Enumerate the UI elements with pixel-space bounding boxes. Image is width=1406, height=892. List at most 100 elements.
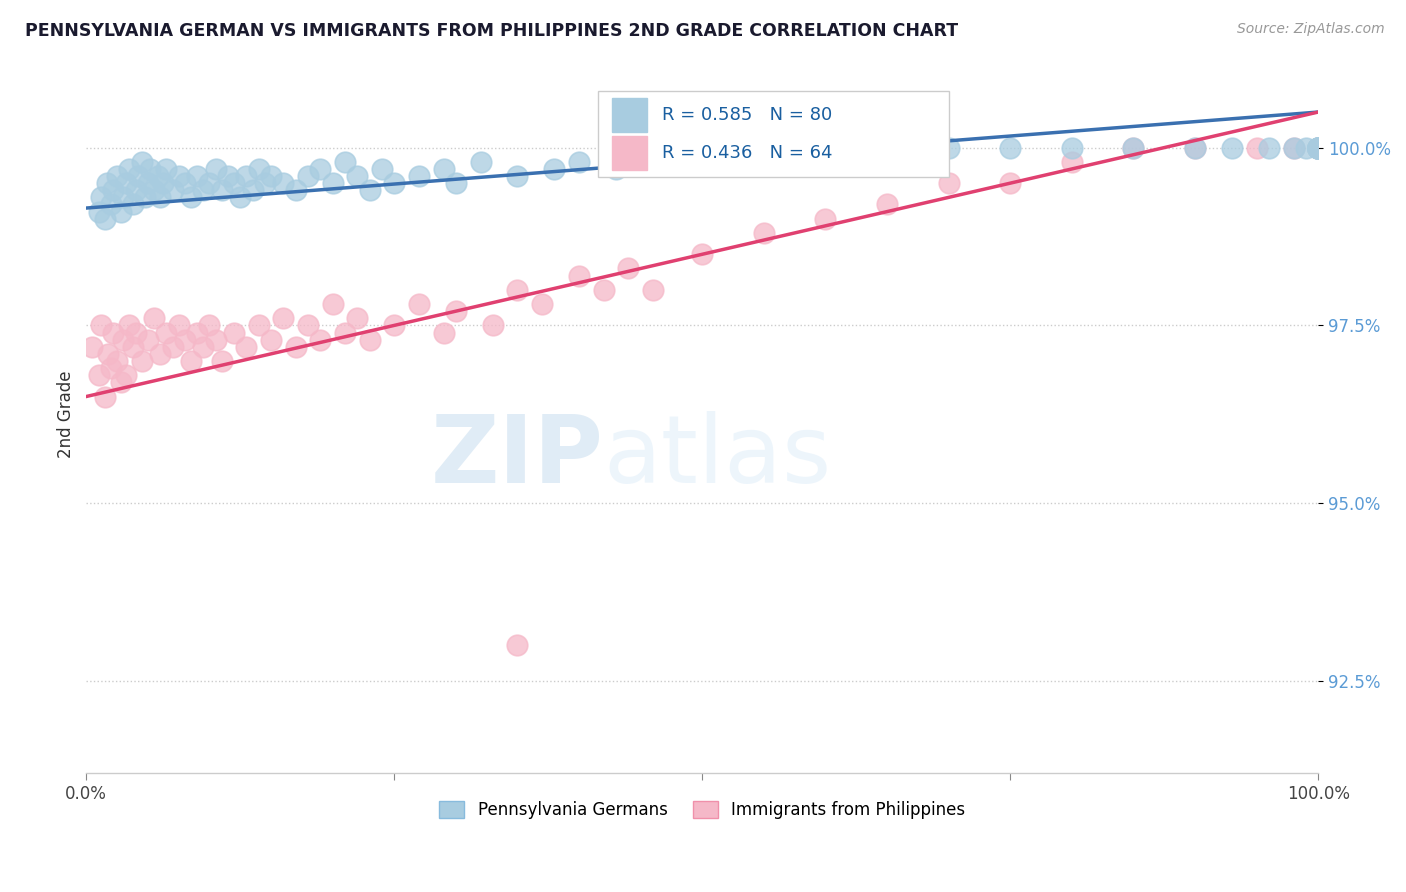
Point (1000, 140, 1022, 154)
Point (1308, 140, 1330, 154)
Legend: Pennsylvania Germans, Immigrants from Philippines: Pennsylvania Germans, Immigrants from Ph… (433, 795, 972, 826)
Point (198, 318, 221, 333)
Text: R = 0.585   N = 80: R = 0.585 N = 80 (662, 106, 832, 124)
Point (408, 297, 430, 311)
Point (284, 183, 307, 197)
FancyBboxPatch shape (613, 136, 647, 170)
Point (297, 318, 319, 333)
Point (134, 190, 156, 204)
Point (124, 326, 146, 340)
Point (180, 354, 202, 368)
Point (224, 326, 246, 340)
Point (105, 354, 128, 368)
Point (167, 169, 190, 183)
Point (876, 197, 898, 211)
Point (605, 161, 627, 176)
Point (122, 197, 145, 211)
Point (938, 140, 960, 154)
Point (1060, 154, 1083, 169)
Text: R = 0.436   N = 64: R = 0.436 N = 64 (662, 144, 832, 161)
Text: Source: ZipAtlas.com: Source: ZipAtlas.com (1237, 22, 1385, 37)
Point (1184, 140, 1206, 154)
Point (641, 283, 664, 297)
Point (371, 161, 394, 176)
Point (112, 333, 135, 347)
Point (211, 354, 233, 368)
Point (204, 333, 226, 347)
Point (1258, 140, 1281, 154)
Point (322, 297, 344, 311)
Point (690, 147, 713, 161)
Point (94, 211, 117, 226)
Point (217, 169, 239, 183)
Point (1308, 140, 1330, 154)
Point (110, 204, 132, 219)
Point (94, 390, 117, 404)
Point (938, 176, 960, 190)
Point (253, 176, 276, 190)
Point (641, 154, 664, 169)
Point (103, 326, 125, 340)
Point (1122, 140, 1144, 154)
Point (149, 190, 172, 204)
Point (1060, 140, 1083, 154)
Point (186, 169, 208, 183)
Point (1308, 140, 1330, 154)
Bar (598, 91, 949, 178)
Point (87, 204, 110, 219)
Point (284, 340, 307, 354)
Point (229, 190, 252, 204)
Point (273, 176, 295, 190)
Point (82, 340, 104, 354)
Point (1000, 176, 1022, 190)
Point (127, 169, 149, 183)
Y-axis label: 2nd Grade: 2nd Grade (58, 370, 75, 458)
Point (105, 169, 128, 183)
Point (408, 169, 430, 183)
Point (143, 311, 166, 326)
Point (100, 361, 122, 376)
FancyBboxPatch shape (613, 97, 647, 132)
Point (876, 147, 898, 161)
Point (97, 347, 120, 361)
Point (139, 161, 162, 176)
Point (690, 247, 713, 261)
Point (444, 304, 467, 318)
Text: atlas: atlas (603, 411, 832, 503)
Point (100, 197, 122, 211)
Point (814, 140, 837, 154)
Text: PENNSYLVANIA GERMAN VS IMMIGRANTS FROM PHILIPPINES 2ND GRADE CORRELATION CHART: PENNSYLVANIA GERMAN VS IMMIGRANTS FROM P… (25, 22, 959, 40)
Point (112, 190, 135, 204)
Point (333, 154, 356, 169)
Point (260, 169, 283, 183)
Point (146, 169, 169, 183)
Point (1308, 140, 1330, 154)
Point (247, 318, 270, 333)
Point (162, 183, 184, 197)
Point (131, 354, 153, 368)
Point (752, 147, 775, 161)
Point (333, 326, 356, 340)
Point (149, 347, 172, 361)
Point (131, 154, 153, 169)
Point (531, 297, 554, 311)
Point (346, 311, 368, 326)
Point (359, 183, 381, 197)
Point (162, 340, 184, 354)
Point (260, 333, 283, 347)
Point (543, 161, 565, 176)
Text: ZIP: ZIP (430, 411, 603, 503)
Point (136, 176, 159, 190)
Point (359, 333, 381, 347)
Point (382, 318, 405, 333)
Point (568, 268, 591, 283)
Point (506, 639, 529, 653)
Point (273, 311, 295, 326)
Point (114, 176, 136, 190)
Point (180, 190, 202, 204)
Point (118, 318, 141, 333)
Point (155, 326, 177, 340)
Point (193, 183, 215, 197)
Point (204, 161, 226, 176)
Point (124, 183, 146, 197)
